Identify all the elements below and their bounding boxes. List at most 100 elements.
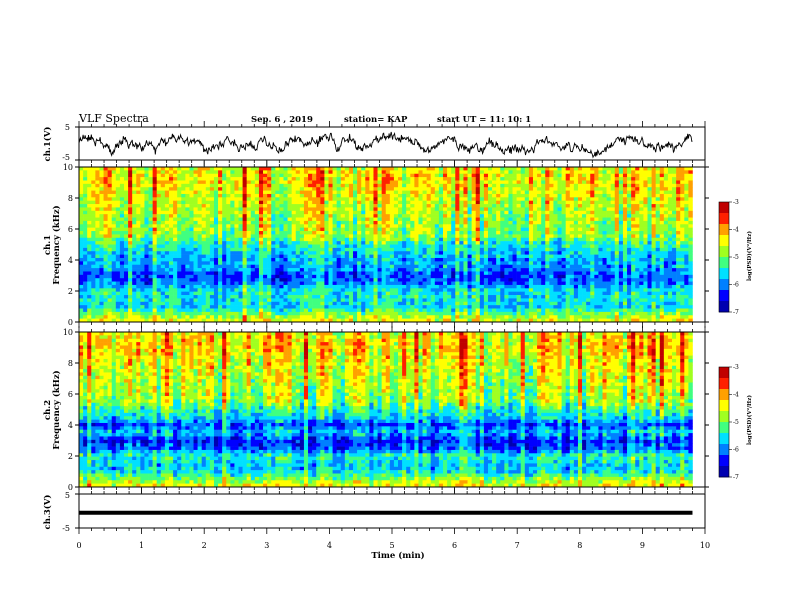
spectrogram-cell — [128, 244, 133, 249]
spectrogram-cell — [520, 247, 526, 252]
spectrogram-cell — [492, 261, 497, 266]
spectrogram-cell — [287, 204, 292, 208]
spectrogram-cell — [79, 257, 84, 262]
spectrogram-cell — [467, 204, 472, 208]
spectrogram-cell — [663, 197, 669, 201]
spectrogram-cell — [573, 261, 579, 266]
spectrogram-cell — [606, 173, 611, 178]
spectrogram-cell — [582, 264, 587, 269]
spectrogram-cell — [103, 268, 108, 272]
spectrogram-cell — [209, 190, 215, 195]
spectrogram-cell — [389, 254, 395, 259]
spectrogram-cell — [234, 193, 239, 198]
spectrogram-cell — [316, 234, 321, 239]
spectrogram-cell — [647, 207, 652, 212]
spectrogram-cell — [152, 217, 158, 222]
spectrogram-cell — [193, 183, 198, 188]
spectrogram-cell — [103, 241, 108, 245]
spectrogram-cell — [303, 237, 309, 242]
spectrogram-cell — [373, 207, 378, 212]
spectrogram-cell — [385, 271, 391, 276]
spectrogram-cell — [377, 210, 382, 215]
spectrogram-cell — [308, 227, 313, 232]
spectrogram-cell — [483, 244, 489, 249]
spectrogram-cell — [344, 200, 350, 205]
spectrogram-cell — [348, 247, 354, 252]
spectrogram-cell — [361, 190, 366, 195]
spectrogram-cell — [177, 187, 182, 191]
spectrogram-cell — [209, 241, 215, 245]
spectrogram-cell — [688, 220, 693, 225]
spectrogram-cell — [332, 167, 337, 171]
spectrogram-cell — [136, 214, 141, 218]
spectrogram-cell — [173, 207, 178, 212]
spectrogram-cell — [263, 234, 268, 239]
spectrogram-cell — [140, 197, 145, 201]
spectrogram-cell — [385, 237, 391, 242]
spectrogram-cell — [565, 204, 571, 208]
spectrogram-cell — [271, 180, 276, 185]
spectrogram-cell — [140, 190, 145, 195]
spectrogram-cell — [148, 264, 153, 269]
spectrogram-cell — [238, 173, 243, 178]
spectrogram-cell — [99, 183, 104, 188]
spectrogram-cell — [504, 187, 509, 191]
spectrogram-cell — [663, 237, 669, 242]
spectrogram-cell — [197, 220, 202, 225]
spectrogram-cell — [160, 257, 166, 262]
spectrogram-cell — [426, 190, 432, 195]
spectrogram-cell — [303, 197, 309, 201]
spectrogram-cell — [532, 257, 538, 262]
spectrogram-cell — [353, 180, 358, 185]
spectrogram-cell — [676, 190, 681, 195]
spectrogram-cell — [447, 220, 452, 225]
spectrogram-cell — [357, 200, 362, 205]
spectrogram-cell — [303, 234, 309, 239]
spectrogram-cell — [213, 234, 219, 239]
spectrogram-cell — [320, 237, 325, 242]
spectrogram-cell — [451, 214, 456, 218]
spectrogram-cell — [516, 220, 522, 225]
spectrogram-cell — [622, 217, 628, 222]
spectrogram-cell — [144, 231, 149, 235]
spectrogram-cell — [79, 187, 84, 191]
spectrogram-cell — [107, 167, 113, 171]
spectrogram-cell — [250, 268, 256, 272]
spectrogram-cell — [418, 241, 423, 245]
spectrogram-cell — [410, 177, 415, 181]
spectrogram-cell — [173, 271, 178, 276]
spectrogram-cell — [418, 200, 423, 205]
spectrogram-cell — [328, 261, 333, 266]
spectrogram-cell — [258, 268, 264, 272]
spectrogram-cell — [447, 173, 452, 178]
spectrogram-cell — [496, 207, 501, 212]
spectrogram-cell — [434, 257, 440, 262]
spectrogram-cell — [365, 177, 370, 181]
spectrogram-cell — [610, 241, 616, 245]
spectrogram-cell — [377, 167, 382, 171]
spectrogram-cell — [659, 244, 665, 249]
spectrogram-cell — [308, 177, 313, 181]
spectrogram-cell — [283, 180, 288, 185]
spectrogram-cell — [213, 247, 219, 252]
spectrogram-cell — [573, 257, 579, 262]
spectrogram-cell — [254, 210, 260, 215]
spectrogram-cell — [651, 167, 656, 171]
spectrogram-cell — [87, 220, 92, 225]
spectrogram-cell — [377, 183, 382, 188]
spectrogram-cell — [119, 214, 125, 218]
spectrogram-cell — [250, 264, 256, 269]
spectrogram-cell — [291, 234, 297, 239]
spectrogram-cell — [119, 274, 125, 279]
spectrogram-cell — [209, 274, 215, 279]
spectrogram-cell — [549, 268, 554, 272]
spectrogram-cell — [132, 234, 137, 239]
spectrogram-cell — [242, 271, 247, 276]
spectrogram-cell — [398, 214, 403, 218]
spectrogram-cell — [119, 268, 125, 272]
spectrogram-cell — [123, 254, 129, 259]
spectrogram-cell — [287, 193, 292, 198]
spectrogram-cell — [680, 170, 685, 175]
spectrogram-cell — [103, 254, 108, 259]
spectrogram-cell — [594, 207, 599, 212]
